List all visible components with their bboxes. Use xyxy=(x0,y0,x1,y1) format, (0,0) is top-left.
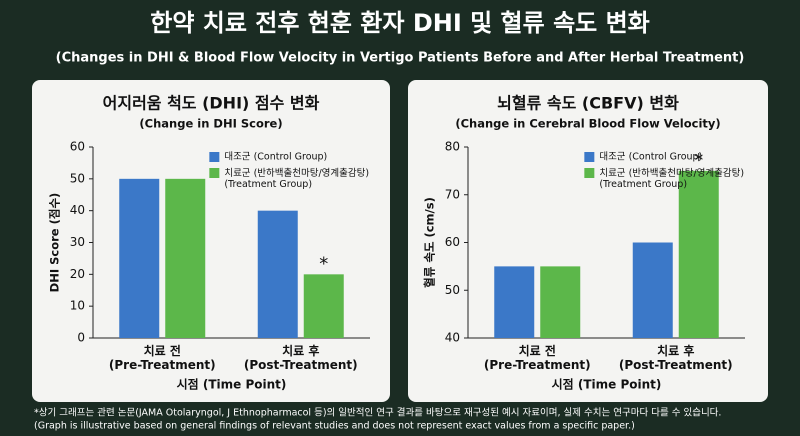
legend-label: 치료군 (반하백출천마탕/영계출감탕) (Treatment Group) xyxy=(224,167,369,190)
x-axis-label: 시점 (Time Point) xyxy=(552,377,662,392)
x-tick-label: 치료 후 (Post-Treatment) xyxy=(619,343,733,372)
chart-subtitle: (Change in Cerebral Blood Flow Velocity) xyxy=(455,117,720,131)
legend-label: 대조군 (Control Group) xyxy=(224,152,327,163)
x-tick-label: 치료 전 (Pre-Treatment) xyxy=(484,343,591,372)
legend-swatch xyxy=(209,152,220,162)
bar xyxy=(119,178,160,338)
chart-title: 뇌혈류 속도 (CBFV) 변화 xyxy=(497,94,679,113)
bar xyxy=(257,210,298,338)
y-tick-label: 40 xyxy=(70,203,85,217)
y-tick-label: 30 xyxy=(70,235,85,249)
bar xyxy=(540,266,581,338)
footnote: *상기 그래프는 관련 논문(JAMA Otolaryngol, J Ethno… xyxy=(34,407,721,419)
y-tick-label: 60 xyxy=(445,235,460,249)
annotation: * xyxy=(319,253,328,274)
y-tick-label: 0 xyxy=(77,331,85,345)
legend-swatch xyxy=(209,168,220,178)
bar xyxy=(678,170,719,338)
legend-swatch xyxy=(584,152,595,162)
bar xyxy=(494,266,535,338)
legend-label: 대조군 (Control Group) xyxy=(599,152,702,163)
x-tick-label: 치료 전 (Pre-Treatment) xyxy=(109,343,216,372)
page-subtitle: (Changes in DHI & Blood Flow Velocity in… xyxy=(56,51,745,66)
y-tick-label: 70 xyxy=(445,187,460,201)
page-title: 한약 치료 전후 현훈 환자 DHI 및 혈류 속도 변화 xyxy=(150,9,650,37)
legend-label: 치료군 (반하백출천마탕/영계출감탕) (Treatment Group) xyxy=(599,167,744,190)
annotation: * xyxy=(694,150,703,171)
y-tick-label: 50 xyxy=(445,283,460,297)
y-tick-label: 60 xyxy=(70,140,85,154)
chart-subtitle: (Change in DHI Score) xyxy=(139,117,282,131)
y-tick-label: 40 xyxy=(445,331,460,345)
x-tick-label: 치료 후 (Post-Treatment) xyxy=(244,343,358,372)
bar xyxy=(303,274,344,338)
y-axis-label: DHI Score (점수) xyxy=(48,193,62,293)
bar xyxy=(632,242,673,338)
chart-title: 어지러움 척도 (DHI) 점수 변화 xyxy=(103,94,320,113)
y-tick-label: 80 xyxy=(445,140,460,154)
x-axis-label: 시점 (Time Point) xyxy=(177,377,287,392)
y-tick-label: 10 xyxy=(70,299,85,313)
footnote: (Graph is illustrative based on general … xyxy=(34,421,635,432)
legend-swatch xyxy=(584,168,595,178)
y-tick-label: 50 xyxy=(70,171,85,185)
y-tick-label: 20 xyxy=(70,267,85,281)
y-axis-label: 혈류 속도 (cm/s) xyxy=(423,197,437,288)
bar xyxy=(165,178,206,338)
